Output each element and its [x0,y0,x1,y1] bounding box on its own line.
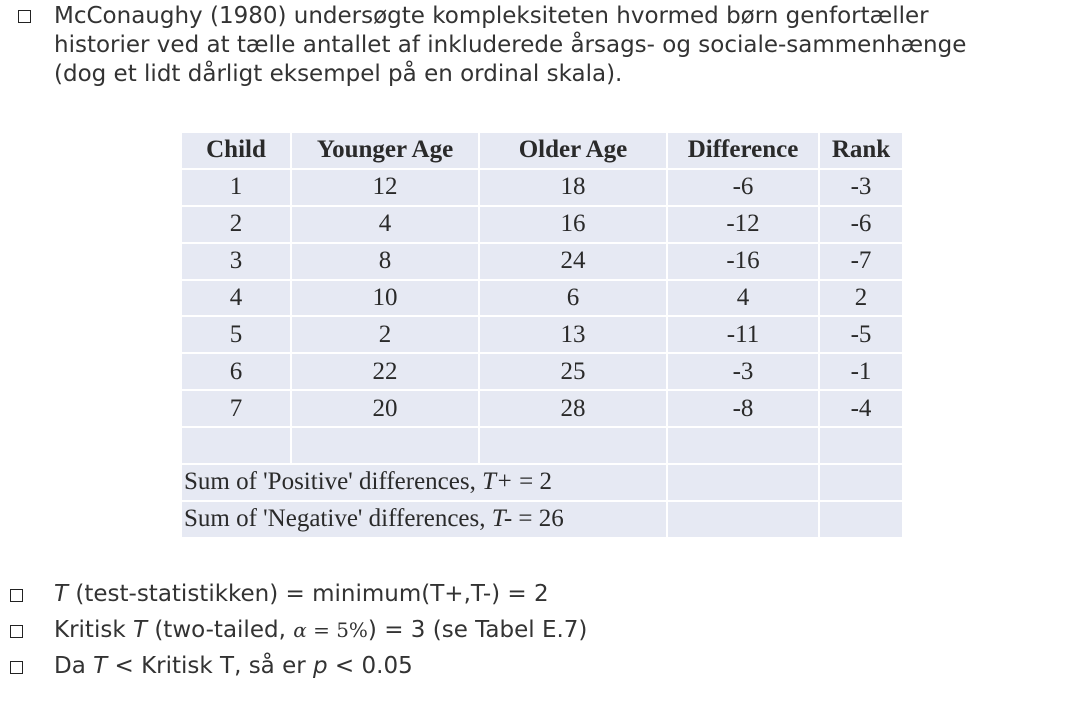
column-header-difference: Difference [668,133,818,168]
column-header-younger-age: Younger Age [292,133,478,168]
t-minus-symbol: T- [491,505,513,533]
critical-prefix: Kritisk [54,617,133,643]
table-cell: -6 [668,169,818,205]
table-cell: 7 [182,391,290,427]
table-cell: -16 [668,243,818,279]
empty-cell [668,465,818,500]
empty-table-row [182,428,902,464]
intro-line: historier ved at tælle antallet af inklu… [54,32,967,58]
p-symbol: p [313,653,328,679]
table-cell: 16 [480,206,666,242]
conclusion-suffix: < 0.05 [327,653,413,679]
sum-negative-value: = 26 [512,505,564,533]
table-cell: -1 [820,354,902,390]
table-row: 3 8 24 -16 -7 [182,243,902,279]
sum-positive-cell: Sum of 'Positive' differences, T+ = 2 [182,465,666,500]
table-row: 4 10 6 4 2 [182,280,902,316]
test-statistic-line: T (test-statistikken) = minimum(T+,T-) =… [54,580,549,609]
empty-cell [820,428,902,464]
sum-negative-row: Sum of 'Negative' differences, T- = 26 [182,501,902,537]
checkbox-bullet-icon [10,625,23,638]
t-symbol: T [93,653,108,679]
sum-positive-row: Sum of 'Positive' differences, T+ = 2 [182,465,902,500]
intro-paragraph: McConaughy (1980) undersøgte kompleksite… [54,2,1069,89]
table-cell: 25 [480,354,666,390]
empty-cell [668,428,818,464]
table-cell: 2 [292,317,478,353]
table-cell: 18 [480,169,666,205]
table-row: 6 22 25 -3 -1 [182,354,902,390]
sum-negative-prefix: Sum of 'Negative' differences, [184,505,492,533]
sum-negative-cell: Sum of 'Negative' differences, T- = 26 [182,501,666,537]
table-cell: 6 [182,354,290,390]
empty-cell [182,428,290,464]
table-row: 2 4 16 -12 -6 [182,206,902,242]
table-cell: 20 [292,391,478,427]
table-cell: 6 [480,280,666,316]
sum-positive-value: = 2 [512,468,552,496]
table-cell: 2 [182,206,290,242]
table-cell: -12 [668,206,818,242]
table-cell: 10 [292,280,478,316]
wilcoxon-data-table: Child Younger Age Older Age Difference R… [180,131,904,539]
table-row: 5 2 13 -11 -5 [182,317,902,353]
table-cell: 8 [292,243,478,279]
empty-cell [292,428,478,464]
table-cell: -7 [820,243,902,279]
column-header-child: Child [182,133,290,168]
table-header-row: Child Younger Age Older Age Difference R… [182,133,902,168]
t-symbol: T [132,617,148,643]
table-cell: 12 [292,169,478,205]
table-cell: 13 [480,317,666,353]
checkbox-bullet-icon [10,589,23,602]
test-statistic-text: (test-statistikken) = minimum(T+,T-) = 2 [68,581,549,607]
empty-cell [820,501,902,537]
alpha-symbol: α [293,618,307,642]
table-cell: 24 [480,243,666,279]
critical-value-line: Kritisk T (two-tailed, α = 5%) = 3 (se T… [54,616,587,645]
table-cell: -3 [820,169,902,205]
table-cell: 3 [182,243,290,279]
critical-middle: (two-tailed, [147,617,294,643]
checkbox-bullet-icon [10,661,23,674]
table-row: 7 20 28 -8 -4 [182,391,902,427]
column-header-older-age: Older Age [480,133,666,168]
intro-line: (dog et lidt dårligt eksempel på en ordi… [54,61,623,87]
table-cell: 22 [292,354,478,390]
alpha-value: = 5% [306,618,368,642]
table-cell: 1 [182,169,290,205]
table-cell: 4 [182,280,290,316]
table-cell: -6 [820,206,902,242]
table-cell: -4 [820,391,902,427]
conclusion-prefix: Da [54,653,94,679]
table-cell: 4 [668,280,818,316]
empty-cell [480,428,666,464]
t-symbol: T [54,581,69,607]
sum-positive-prefix: Sum of 'Positive' differences, [184,468,483,496]
table-cell: 5 [182,317,290,353]
table-cell: -11 [668,317,818,353]
critical-suffix: ) = 3 (se Tabel E.7) [367,617,588,643]
conclusion-line: Da T < Kritisk T, så er p < 0.05 [54,652,413,681]
table-cell: 28 [480,391,666,427]
empty-cell [820,465,902,500]
table-cell: -3 [668,354,818,390]
t-plus-symbol: T+ [482,468,513,496]
table-cell: -8 [668,391,818,427]
table-cell: 4 [292,206,478,242]
column-header-rank: Rank [820,133,902,168]
empty-cell [668,501,818,537]
table-row: 1 12 18 -6 -3 [182,169,902,205]
table-cell: -5 [820,317,902,353]
checkbox-bullet-icon [18,10,31,23]
intro-line: McConaughy (1980) undersøgte kompleksite… [54,3,929,29]
conclusion-middle: < Kritisk T, så er [107,653,314,679]
table-cell: 2 [820,280,902,316]
